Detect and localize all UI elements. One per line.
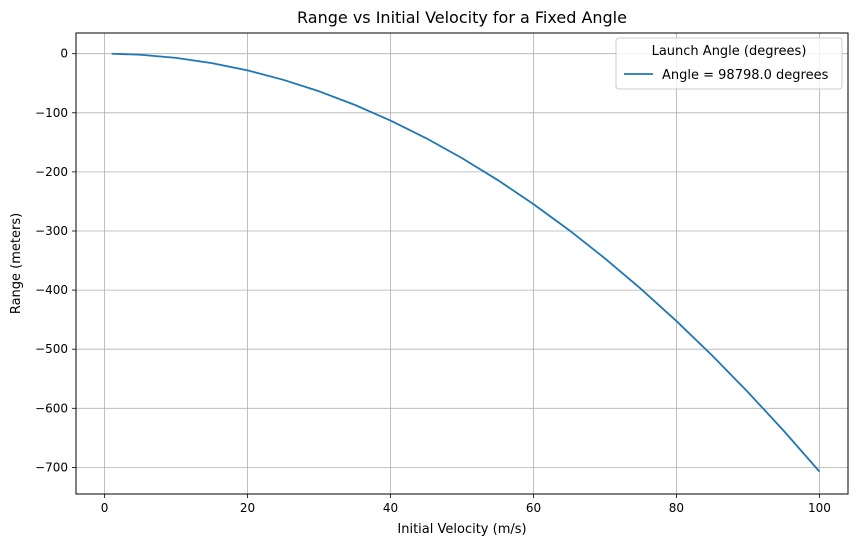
series-line — [111, 52, 821, 473]
y-axis-label: Range (meters) — [9, 213, 24, 314]
chart-title: Range vs Initial Velocity for a Fixed An… — [297, 8, 627, 27]
x-tick-label: 40 — [383, 501, 398, 515]
y-tick-label: −100 — [35, 106, 68, 120]
x-tick-label: 60 — [526, 501, 541, 515]
y-tick-label: −700 — [35, 460, 68, 474]
x-axis-label: Initial Velocity (m/s) — [397, 522, 526, 537]
y-tick-label: −500 — [35, 342, 68, 356]
y-axis-ticks: 0 −100 −200 −300 −400 −500 −600 −700 — [35, 47, 76, 474]
series-layer — [111, 52, 821, 473]
y-tick-label: −400 — [35, 283, 68, 297]
x-tick-label: 0 — [101, 501, 109, 515]
y-tick-label: 0 — [60, 47, 68, 61]
y-tick-label: −600 — [35, 401, 68, 415]
legend-entry-label: Angle = 98798.0 degrees — [662, 68, 829, 83]
x-axis-ticks: 0 20 40 60 80 100 — [101, 494, 831, 515]
grid — [76, 33, 848, 494]
y-tick-label: −200 — [35, 165, 68, 179]
y-tick-label: −300 — [35, 224, 68, 238]
x-tick-label: 80 — [669, 501, 684, 515]
x-tick-label: 20 — [240, 501, 255, 515]
plot-area — [76, 33, 848, 494]
x-tick-label: 100 — [808, 501, 831, 515]
legend: Launch Angle (degrees) Angle = 98798.0 d… — [615, 37, 843, 90]
legend-box — [615, 37, 843, 90]
plot-frame — [75, 32, 849, 495]
legend-title: Launch Angle (degrees) — [652, 44, 807, 59]
